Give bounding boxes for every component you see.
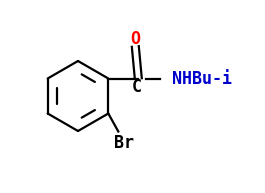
Text: C: C [131,79,141,96]
Text: NHBu-i: NHBu-i [172,70,232,89]
Text: Br: Br [114,135,134,152]
Text: O: O [130,30,140,47]
